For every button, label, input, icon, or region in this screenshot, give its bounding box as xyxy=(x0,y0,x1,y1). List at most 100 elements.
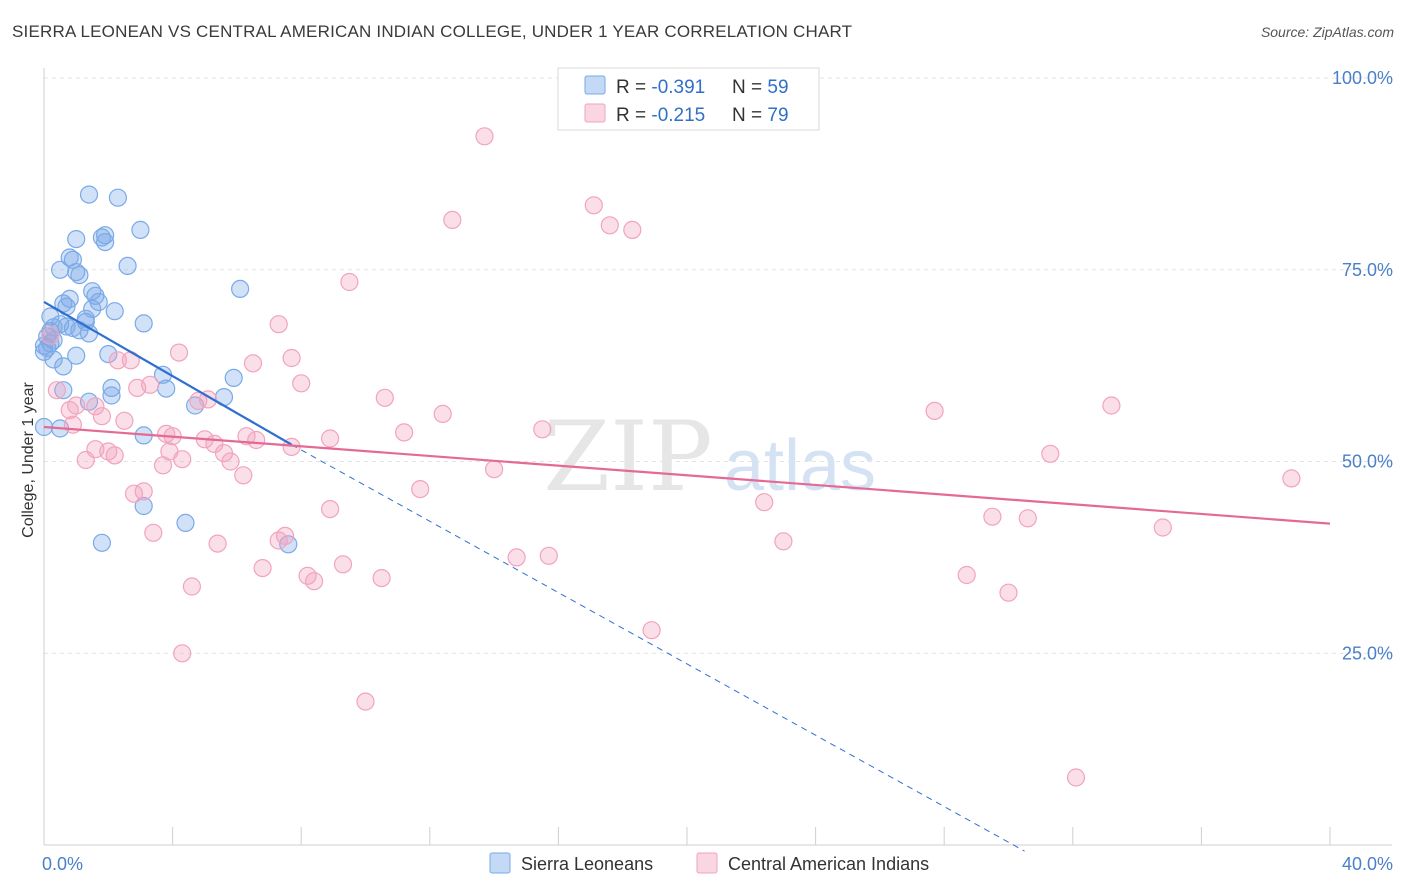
point-central-american-indian-42 xyxy=(173,450,192,469)
point-central-american-indian-50 xyxy=(411,480,430,499)
top-legend: R = -0.391 N = 59 R = -0.215 N = 79 xyxy=(557,67,820,131)
point-sierra-leonean-41 xyxy=(224,368,243,387)
point-central-american-indian-26 xyxy=(92,407,112,426)
point-central-american-indian-12 xyxy=(243,354,263,373)
point-sierra-leonean-38 xyxy=(99,345,118,364)
bottom-legend: Sierra Leoneans Central American Indians xyxy=(489,852,929,874)
legend-r-label-2: R = xyxy=(616,105,651,126)
point-central-american-indian-7 xyxy=(41,326,60,345)
legend-n-value-2: 79 xyxy=(767,105,788,126)
point-central-american-indian-25 xyxy=(433,404,452,423)
point-sierra-leonean-5 xyxy=(67,230,86,249)
point-central-american-indian-77 xyxy=(321,429,340,448)
point-central-american-indian-13 xyxy=(292,374,311,393)
point-central-american-indian-3 xyxy=(600,216,619,235)
point-central-american-indian-61 xyxy=(208,534,227,553)
point-central-american-indian-62 xyxy=(774,532,793,551)
point-central-american-indian-53 xyxy=(755,493,774,512)
point-central-american-indian-60 xyxy=(269,531,288,550)
gridlines xyxy=(44,77,1392,654)
point-central-american-indian-48 xyxy=(1282,469,1301,488)
point-sierra-leonean-1 xyxy=(79,185,99,204)
point-sierra-leonean-22 xyxy=(41,307,60,326)
point-central-american-indian-24 xyxy=(1102,396,1121,415)
point-sierra-leonean-44 xyxy=(102,378,121,397)
point-central-american-indian-70 xyxy=(305,572,324,591)
point-central-american-indian-68 xyxy=(957,565,976,585)
axes xyxy=(43,68,1392,846)
point-central-american-indian-0 xyxy=(475,127,494,146)
point-sierra-leonean-37 xyxy=(34,342,54,361)
point-central-american-indian-49 xyxy=(234,466,253,485)
point-sierra-leonean-40 xyxy=(44,350,63,369)
point-sierra-leonean-11 xyxy=(67,263,86,282)
point-sierra-leonean-54 xyxy=(176,513,195,533)
svg-text:N = 79: N = 79 xyxy=(732,105,789,126)
svg-text:R = -0.215: R = -0.215 xyxy=(616,105,705,126)
point-sierra-leonean-3 xyxy=(95,226,115,245)
svg-text:N = 59: N = 59 xyxy=(732,77,789,98)
point-central-american-indian-46 xyxy=(485,460,504,479)
y-tick-label-50: 50.0% xyxy=(1342,452,1393,472)
legend-r-value-2: -0.215 xyxy=(651,105,705,126)
point-central-american-indian-1 xyxy=(584,196,603,215)
point-central-american-indian-72 xyxy=(999,583,1018,602)
trend-lines xyxy=(43,301,1331,852)
point-central-american-indian-63 xyxy=(507,548,526,567)
bottom-legend-swatch-sierra xyxy=(489,852,511,874)
point-central-american-indian-45 xyxy=(153,456,173,475)
legend-n-value-1: 59 xyxy=(767,77,788,98)
point-central-american-indian-52 xyxy=(124,484,144,503)
y-tick-label-25: 25.0% xyxy=(1342,643,1393,663)
point-central-american-indian-2 xyxy=(443,210,462,229)
point-sierra-leonean-43 xyxy=(157,379,176,398)
point-central-american-indian-32 xyxy=(237,427,256,446)
point-central-american-indian-23 xyxy=(925,401,944,420)
point-sierra-leonean-45 xyxy=(54,381,73,400)
trend-line-sierra-leonean xyxy=(43,301,293,446)
point-sierra-leonean-39 xyxy=(67,346,86,365)
point-central-american-indian-69 xyxy=(372,568,391,588)
trend-line-sierra-leonean-extension xyxy=(291,444,1025,852)
legend-n-label-1: N = xyxy=(732,77,767,98)
point-central-american-indian-16 xyxy=(47,381,67,400)
point-central-american-indian-57 xyxy=(1153,518,1172,537)
point-central-american-indian-27 xyxy=(115,411,134,430)
point-central-american-indian-76 xyxy=(1066,768,1086,787)
x-tick-label-min: 0.0% xyxy=(42,854,83,874)
legend-swatch-sierra xyxy=(584,75,606,95)
watermark: ZIP atlas xyxy=(543,401,876,513)
legend-r-value-1: -0.391 xyxy=(651,77,705,98)
point-central-american-indian-59 xyxy=(276,526,295,546)
y-axis-label: College, Under 1 year xyxy=(20,382,37,538)
bottom-legend-label-sierra: Sierra Leoneans xyxy=(521,854,653,874)
point-sierra-leonean-35 xyxy=(34,336,54,355)
point-sierra-leonean-17 xyxy=(89,292,108,312)
point-central-american-indian-56 xyxy=(1018,509,1037,528)
point-central-american-indian-54 xyxy=(321,500,340,519)
point-central-american-indian-44 xyxy=(221,452,240,471)
point-central-american-indian-74 xyxy=(173,644,192,663)
point-central-american-indian-41 xyxy=(105,446,124,465)
point-sierra-leonean-0 xyxy=(108,188,128,207)
point-central-american-indian-20 xyxy=(86,397,105,416)
point-sierra-leonean-6 xyxy=(95,233,115,252)
point-central-american-indian-4 xyxy=(623,220,642,239)
watermark-atlas: atlas xyxy=(724,426,876,506)
point-central-american-indian-58 xyxy=(144,523,163,542)
y-tick-labels: 25.0% 50.0% 75.0% 100.0% xyxy=(1332,68,1393,663)
chart-title: SIERRA LEONEAN VS CENTRAL AMERICAN INDIA… xyxy=(12,22,853,41)
legend-n-label-2: N = xyxy=(732,105,767,126)
point-central-american-indian-66 xyxy=(253,558,272,578)
point-sierra-leonean-57 xyxy=(54,357,73,376)
point-central-american-indian-17 xyxy=(375,388,394,407)
point-central-american-indian-55 xyxy=(983,507,1002,526)
point-central-american-indian-19 xyxy=(189,391,208,410)
point-sierra-leonean-55 xyxy=(92,533,112,552)
y-tick-label-100: 100.0% xyxy=(1332,68,1393,88)
point-central-american-indian-29 xyxy=(533,420,552,439)
data-points xyxy=(34,127,1301,787)
svg-text:R = -0.391: R = -0.391 xyxy=(616,77,705,98)
y-tick-label-75: 75.0% xyxy=(1342,260,1393,280)
